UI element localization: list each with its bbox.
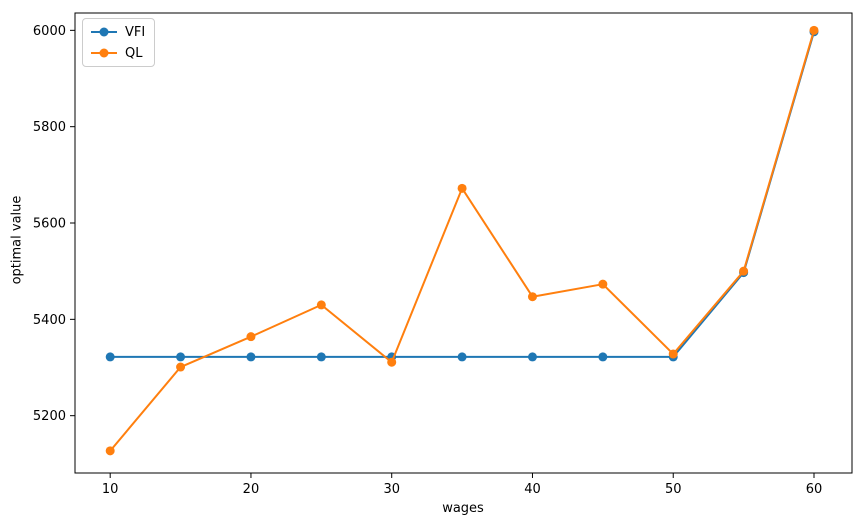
ql-marker <box>527 292 537 302</box>
legend-label-ql: QL <box>125 45 143 61</box>
ql-marker <box>809 25 819 35</box>
vfi-marker <box>176 352 186 362</box>
ql-marker <box>316 300 326 310</box>
legend-item-vfi: VFI <box>90 23 145 41</box>
ql-marker <box>739 266 749 276</box>
ql-line-marker-icon <box>91 48 117 58</box>
x-axis-label: wages <box>442 501 484 516</box>
ql-marker <box>246 332 256 342</box>
vfi-line <box>109 30 815 358</box>
vfi-marker <box>457 352 467 362</box>
axes-frame <box>74 12 853 474</box>
ql-marker <box>105 446 115 456</box>
y-tick-label: 5600 <box>33 217 66 232</box>
ql-marker <box>457 183 467 193</box>
ql-marker <box>176 362 186 372</box>
ql-line <box>109 29 815 452</box>
legend: VFI QL <box>82 18 156 67</box>
x-tick-label: 40 <box>524 482 541 497</box>
y-axis-label: optimal value <box>9 195 25 285</box>
ql-marker <box>598 279 608 289</box>
ql-marker <box>668 349 678 359</box>
x-tick-label: 20 <box>243 482 260 497</box>
legend-item-ql: QL <box>90 44 145 62</box>
x-tick-label: 30 <box>383 482 400 497</box>
vfi-marker <box>527 352 537 362</box>
ql-marker <box>387 357 397 367</box>
y-tick-label: 5800 <box>33 120 66 135</box>
vfi-marker <box>246 352 256 362</box>
vfi-line-marker-icon <box>91 27 117 37</box>
x-tick-label: 50 <box>665 482 682 497</box>
y-tick-label: 6000 <box>33 24 66 39</box>
y-tick-label: 5200 <box>33 409 66 424</box>
vfi-marker <box>105 352 115 362</box>
y-tick-label: 5400 <box>33 313 66 328</box>
x-tick-label: 10 <box>102 482 119 497</box>
vfi-marker <box>598 352 608 362</box>
x-tick-label: 60 <box>806 482 823 497</box>
vfi-marker <box>316 352 326 362</box>
legend-label-vfi: VFI <box>125 24 146 40</box>
